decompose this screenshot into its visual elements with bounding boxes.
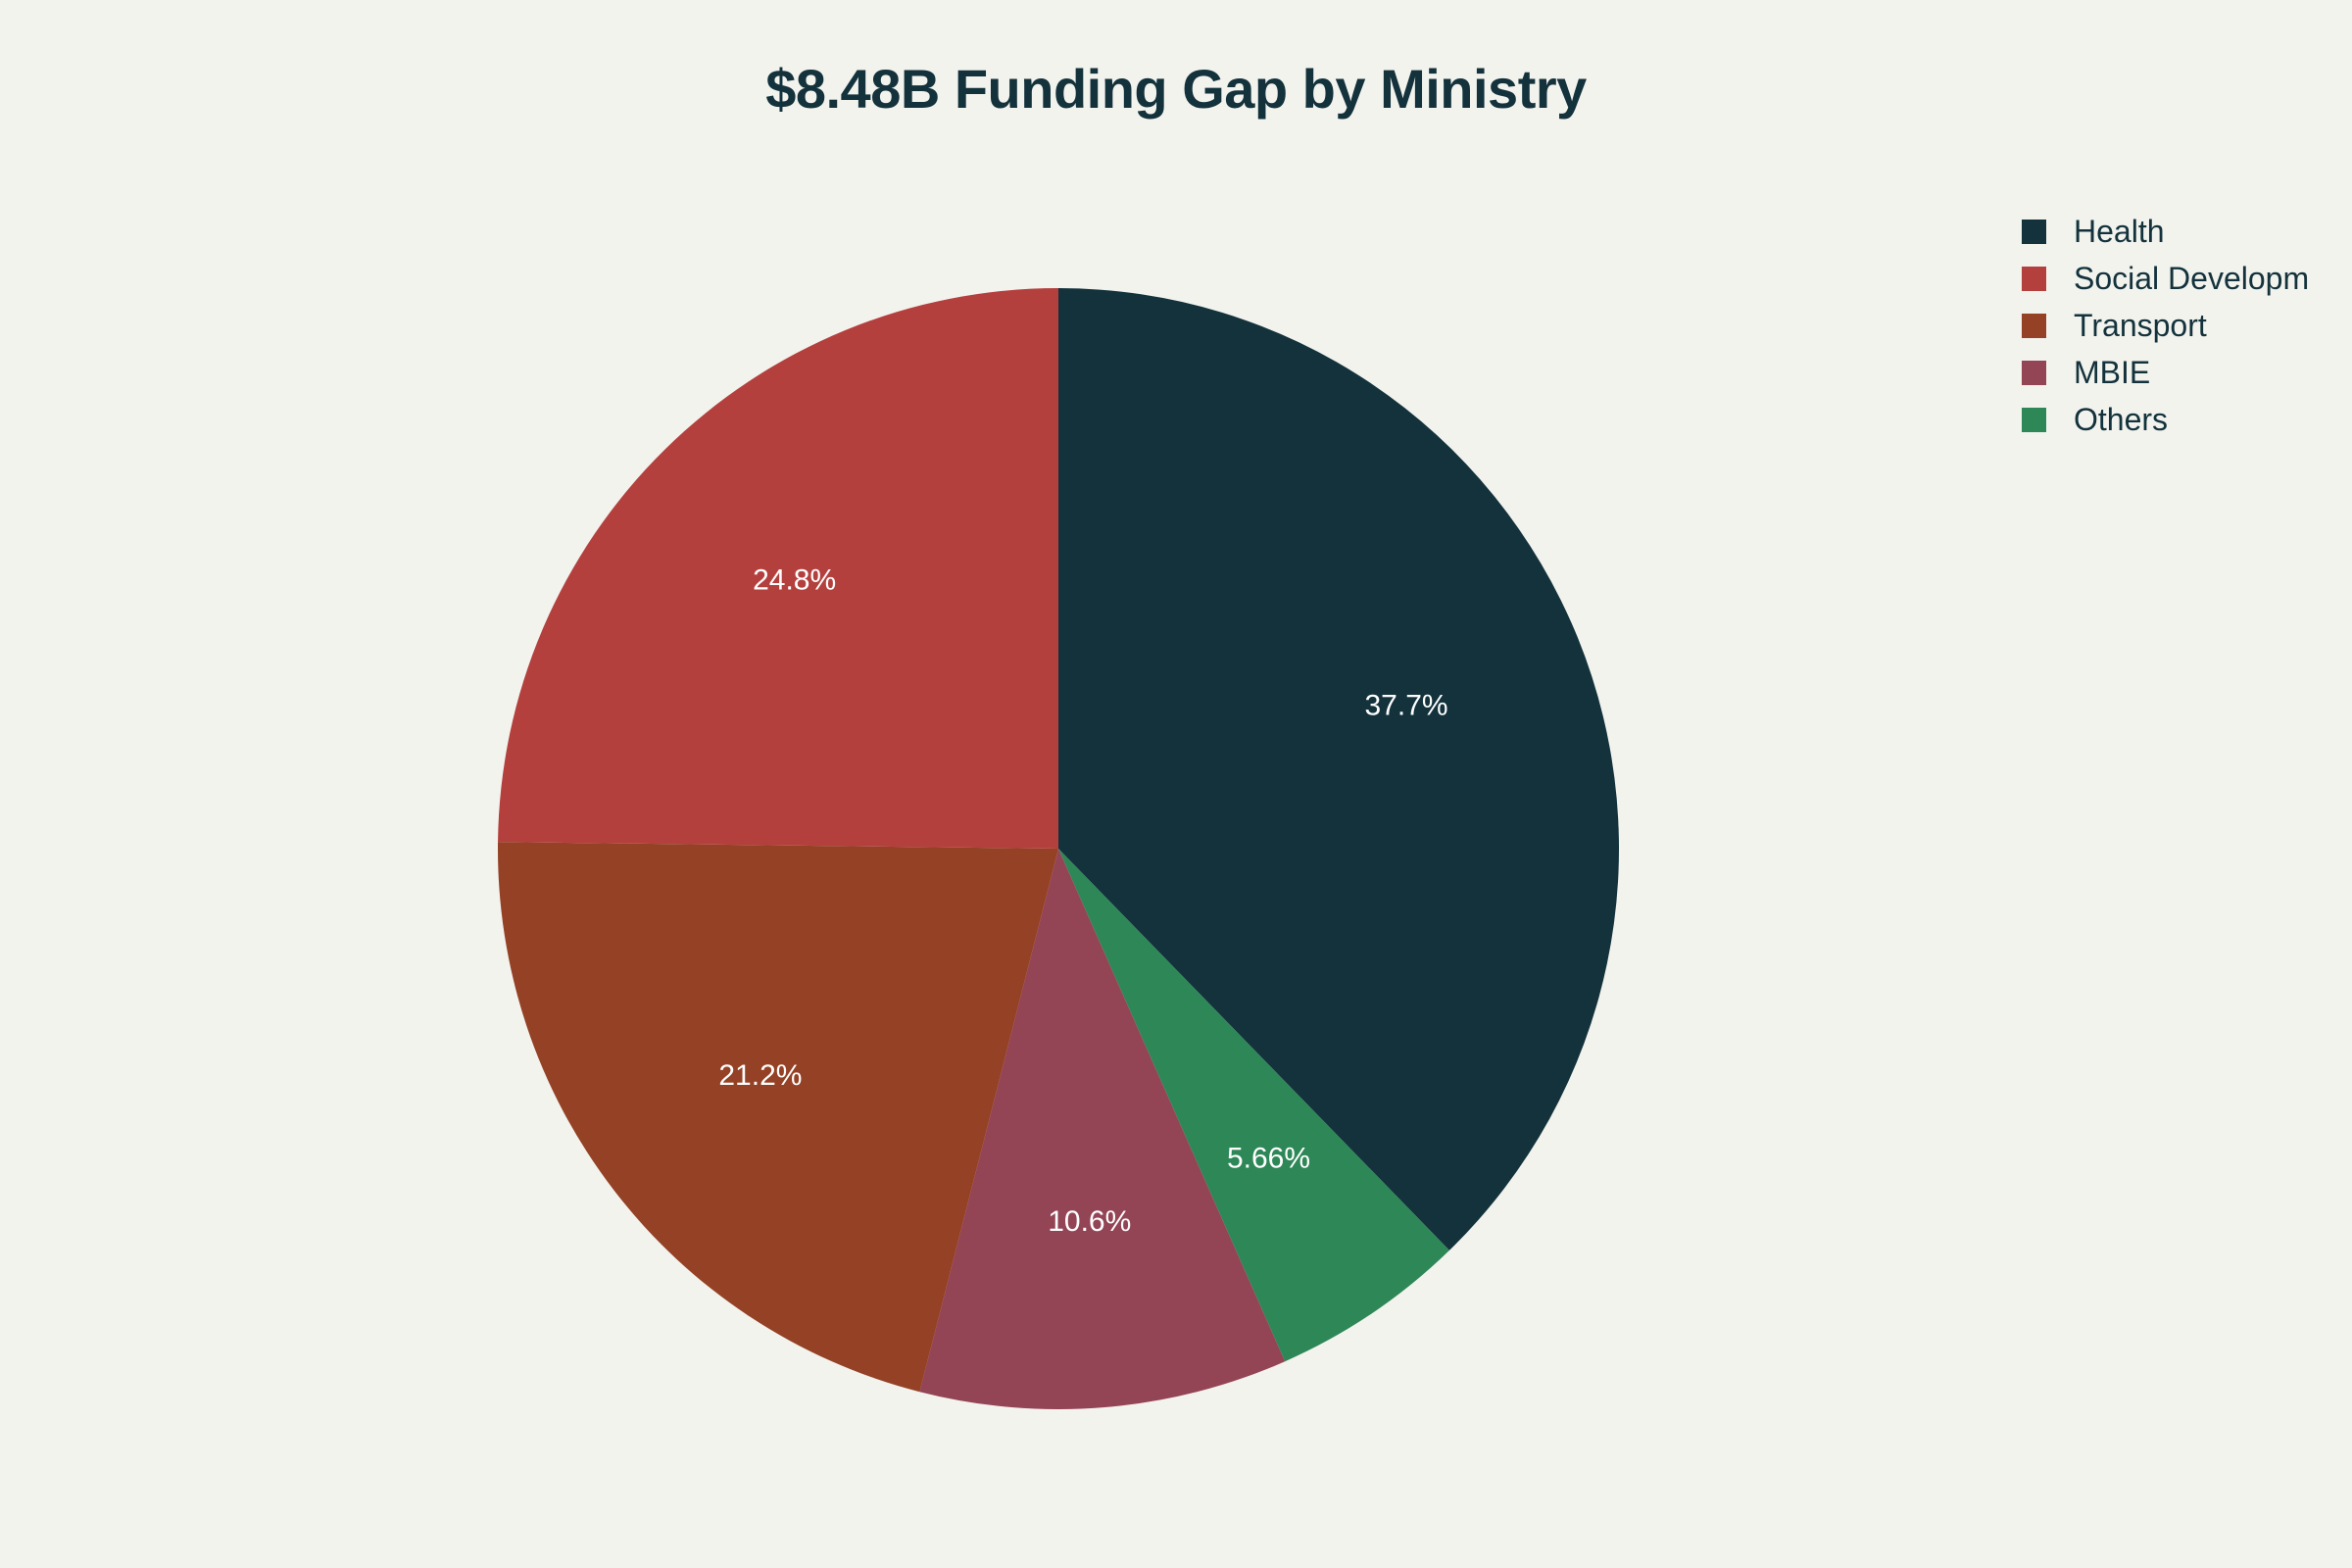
slice-label-others: 5.66% [1227,1143,1310,1175]
legend-label: Health [2074,213,2165,249]
legend-item-mbie[interactable]: MBIE [2022,349,2309,396]
legend-label: Transport [2074,307,2207,343]
legend-label: MBIE [2074,354,2151,390]
slice-label-social-developm: 24.8% [753,564,836,596]
pie-slice-social-developm[interactable] [498,288,1059,849]
legend-label: Others [2074,401,2169,437]
slice-label-transport: 21.2% [718,1059,802,1092]
legend-item-social-developm[interactable]: Social Developm [2022,255,2309,302]
legend-swatch [2022,266,2046,291]
legend-swatch [2022,219,2046,244]
legend-item-others[interactable]: Others [2022,396,2309,443]
legend-label: Social Developm [2074,260,2310,296]
legend-swatch [2022,360,2046,385]
pie-slice-others[interactable] [1058,849,1449,1362]
legend-item-transport[interactable]: Transport [2022,302,2309,349]
slice-label-health: 37.7% [1365,690,1448,722]
legend-swatch [2022,313,2046,338]
legend: Health Social Developm Transport MBIE Others [2022,208,2309,443]
pie-slice-transport[interactable] [498,842,1058,1393]
legend-item-health[interactable]: Health [2022,208,2309,255]
legend-swatch [2022,407,2046,432]
chart-title: $8.48B Funding Gap by Ministry [765,58,1587,120]
pie-slice-mbie[interactable] [919,849,1286,1409]
pie-slice-health[interactable] [1058,288,1619,1250]
slice-label-mbie: 10.6% [1048,1205,1131,1238]
